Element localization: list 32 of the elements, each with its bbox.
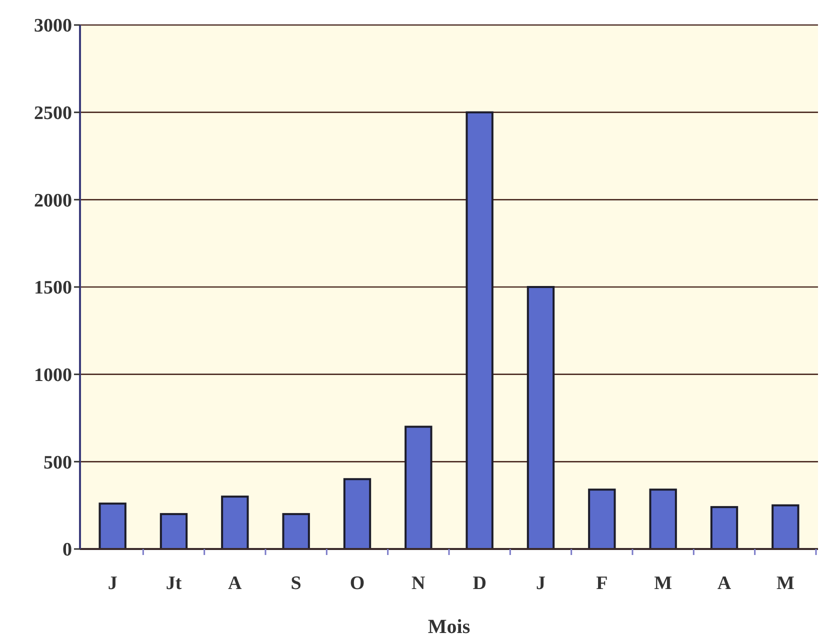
y-tick-label: 1000 — [34, 364, 72, 386]
bar — [160, 513, 188, 550]
bar — [588, 488, 616, 550]
y-tick-label: 2000 — [34, 190, 72, 212]
x-tick-label: S — [290, 573, 302, 594]
bar — [404, 426, 432, 550]
bar — [466, 111, 494, 550]
y-tick-label: 0 — [62, 540, 72, 561]
bar — [282, 513, 310, 550]
x-tick-label: A — [228, 573, 242, 594]
x-tick-label: F — [596, 573, 608, 594]
x-tick-label: A — [717, 573, 732, 594]
bar — [710, 506, 738, 550]
y-tick-label: 500 — [44, 452, 72, 474]
x-axis-title: Mois — [428, 616, 470, 638]
y-tick-label: 3000 — [34, 16, 72, 37]
x-tick-label: Jt — [166, 573, 182, 594]
x-tick-label: M — [654, 573, 672, 594]
x-tick-label: J — [108, 573, 118, 594]
y-tick-label: 2500 — [34, 102, 72, 124]
bar — [649, 488, 677, 550]
x-tick-label: N — [412, 573, 426, 594]
x-tick-label: D — [472, 573, 486, 594]
x-tick-label: O — [350, 573, 365, 594]
bar — [526, 286, 555, 550]
y-tick-label: 1500 — [34, 278, 72, 299]
bar — [343, 478, 372, 550]
bar — [772, 504, 800, 550]
x-tick-label: M — [776, 573, 794, 594]
bar — [98, 502, 126, 550]
x-tick-label: J — [536, 573, 546, 594]
bar — [221, 496, 249, 550]
